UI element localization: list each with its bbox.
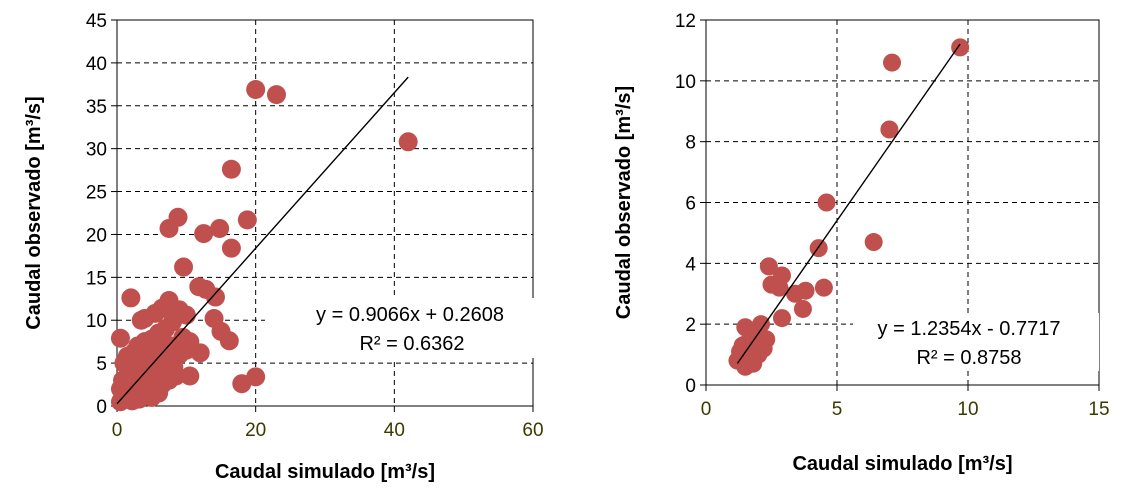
x-tick-label: 20 <box>245 420 266 441</box>
x-tick-label: 0 <box>112 420 123 441</box>
y-tick-label: 8 <box>685 133 696 154</box>
y-tick-label: 40 <box>86 54 107 75</box>
y-axis-title: Caudal observado [m³/s] <box>613 86 635 319</box>
x-tick-labels: 0 20 40 60 <box>112 420 544 441</box>
r-squared: R² = 0.8758 <box>916 347 1021 369</box>
data-point <box>736 318 755 337</box>
data-point <box>266 85 286 105</box>
data-point <box>796 281 815 300</box>
data-point <box>210 218 230 238</box>
trendline-equation: y = 0.9066x + 0.2608 <box>316 304 504 326</box>
data-point <box>770 278 789 297</box>
data-point <box>221 159 241 179</box>
data-point <box>880 120 899 139</box>
y-tick-label: 15 <box>86 268 107 289</box>
y-tick-label: 25 <box>86 183 107 204</box>
data-point <box>951 38 970 57</box>
annotation-background <box>265 298 555 358</box>
trendline <box>736 43 961 364</box>
data-point <box>119 363 139 383</box>
y-tick-label: 5 <box>96 354 107 375</box>
trendline-equation: y = 1.2354x - 0.7717 <box>878 318 1061 340</box>
tick-marks <box>111 19 534 412</box>
data-point <box>219 331 239 351</box>
y-tick-label: 6 <box>685 194 696 215</box>
data-point <box>237 210 257 230</box>
y-tick-label: 10 <box>86 311 107 332</box>
data-point <box>814 278 833 297</box>
y-tick-labels: 0 2 4 6 8 10 12 <box>675 11 697 397</box>
y-tick-labels: 0 5 10 15 20 25 30 35 40 45 <box>86 11 107 418</box>
data-point <box>152 298 172 318</box>
x-tick-labels: 0 5 10 15 <box>701 399 1110 420</box>
data-points <box>110 79 418 412</box>
data-point <box>174 257 194 277</box>
r-squared: R² = 0.6362 <box>359 333 464 355</box>
data-point <box>180 332 200 352</box>
x-tick-label: 60 <box>522 420 543 441</box>
data-point <box>738 333 757 352</box>
tick-marks <box>700 19 1100 391</box>
data-points <box>728 38 970 376</box>
data-point <box>817 193 836 212</box>
y-axis-title: Caudal observado [m³/s] <box>23 96 45 329</box>
data-point <box>205 287 225 307</box>
x-tick-label: 10 <box>957 399 978 420</box>
y-tick-label: 4 <box>685 254 696 275</box>
data-point <box>149 383 169 403</box>
data-point <box>772 309 791 328</box>
data-point <box>110 328 130 348</box>
y-tick-label: 0 <box>685 376 696 397</box>
y-tick-label: 0 <box>96 397 107 418</box>
plot-frame <box>116 19 534 407</box>
data-point <box>180 366 200 386</box>
scatter-chart-left: 0 5 10 15 20 25 30 35 40 45 0 20 40 60 y = 0.9066x +… <box>23 11 555 483</box>
data-point <box>809 239 828 258</box>
y-tick-label: 20 <box>86 225 107 246</box>
data-point <box>864 233 883 252</box>
x-tick-label: 40 <box>384 420 405 441</box>
data-point <box>150 334 170 354</box>
data-point <box>221 238 241 258</box>
x-axis-title: Caudal simulado [m³/s] <box>215 461 435 483</box>
data-point <box>194 224 214 244</box>
x-axis-title: Caudal simulado [m³/s] <box>792 453 1012 475</box>
data-point <box>754 339 773 358</box>
y-tick-label: 30 <box>86 140 107 161</box>
data-point <box>246 367 266 387</box>
data-point <box>129 389 149 409</box>
y-tick-label: 12 <box>675 11 696 32</box>
data-point <box>164 357 184 377</box>
data-point <box>159 218 179 238</box>
x-tick-label: 15 <box>1088 399 1109 420</box>
trendline <box>116 76 409 405</box>
y-tick-label: 45 <box>86 11 107 32</box>
scatter-chart-right: 0 2 4 6 8 10 12 0 5 10 15 y = 1.2354x - 0.7717 R²… <box>613 11 1110 475</box>
data-point <box>759 257 778 276</box>
y-tick-label: 35 <box>86 97 107 118</box>
annotation-background <box>853 313 1099 371</box>
data-point <box>883 53 902 72</box>
y-tick-label: 10 <box>675 72 696 93</box>
x-tick-label: 5 <box>832 399 843 420</box>
data-point <box>398 132 418 152</box>
y-tick-label: 2 <box>685 315 696 336</box>
data-point <box>121 288 141 308</box>
data-point <box>246 79 266 99</box>
data-point <box>793 299 812 318</box>
x-tick-label: 0 <box>701 399 712 420</box>
